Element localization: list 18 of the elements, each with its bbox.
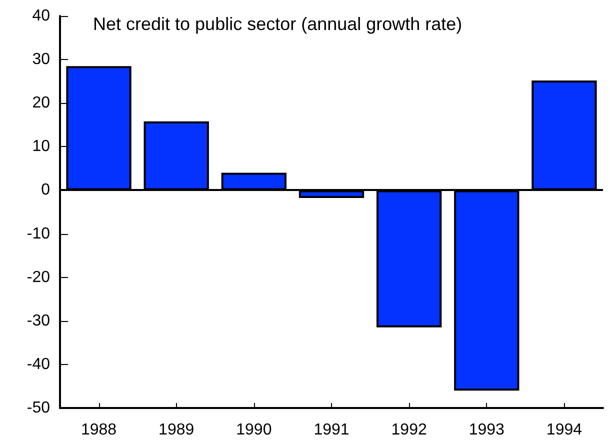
y-tick-label: -20 bbox=[26, 268, 50, 286]
x-tick-label: 1992 bbox=[391, 422, 427, 438]
x-tick-label: 1991 bbox=[314, 422, 350, 438]
y-tick-label: 20 bbox=[32, 94, 50, 112]
y-tick-label: 40 bbox=[32, 8, 50, 24]
x-tick-label: 1993 bbox=[468, 422, 505, 438]
x-tick-label: 1988 bbox=[80, 422, 117, 438]
chart-title: Net credit to public sector (annual growth rate) bbox=[93, 14, 462, 34]
y-tick-label: 10 bbox=[32, 138, 50, 156]
y-tick-label: 0 bbox=[41, 182, 50, 199]
y-tick-label: -30 bbox=[26, 312, 50, 330]
y-tick-label: -40 bbox=[26, 356, 50, 373]
x-tick-label: 1989 bbox=[158, 422, 194, 438]
x-tick-label: 1994 bbox=[546, 422, 582, 438]
y-tick-label: -10 bbox=[26, 225, 50, 242]
y-tick-label: 30 bbox=[32, 51, 50, 68]
x-tick-label: 1990 bbox=[236, 422, 272, 438]
y-tick-label: -50 bbox=[26, 400, 50, 416]
